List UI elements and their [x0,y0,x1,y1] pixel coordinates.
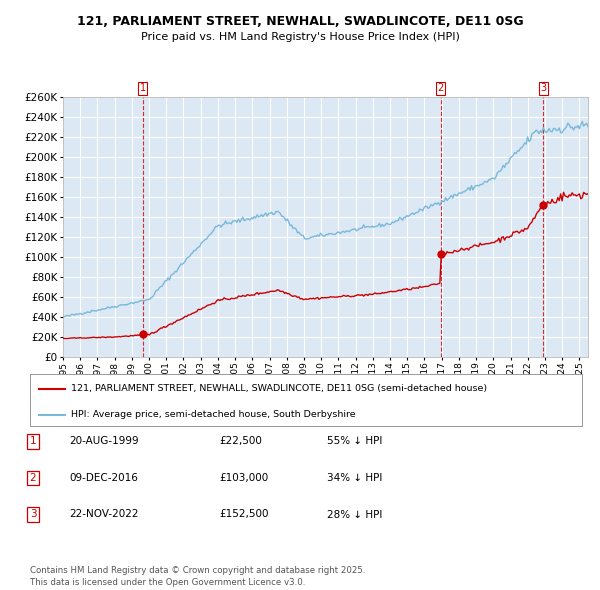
Text: 2: 2 [29,473,37,483]
Text: Contains HM Land Registry data © Crown copyright and database right 2025.
This d: Contains HM Land Registry data © Crown c… [30,566,365,587]
Text: 1: 1 [140,83,146,93]
Text: 121, PARLIAMENT STREET, NEWHALL, SWADLINCOTE, DE11 0SG: 121, PARLIAMENT STREET, NEWHALL, SWADLIN… [77,15,523,28]
Text: 55% ↓ HPI: 55% ↓ HPI [327,437,382,446]
Text: 2: 2 [437,83,444,93]
Text: 3: 3 [540,83,547,93]
Text: 121, PARLIAMENT STREET, NEWHALL, SWADLINCOTE, DE11 0SG (semi-detached house): 121, PARLIAMENT STREET, NEWHALL, SWADLIN… [71,384,488,393]
Text: 34% ↓ HPI: 34% ↓ HPI [327,473,382,483]
Text: 28% ↓ HPI: 28% ↓ HPI [327,510,382,519]
Text: £22,500: £22,500 [219,437,262,446]
Text: £103,000: £103,000 [219,473,268,483]
Text: 09-DEC-2016: 09-DEC-2016 [69,473,138,483]
Text: 20-AUG-1999: 20-AUG-1999 [69,437,139,446]
Text: 3: 3 [29,510,37,519]
Text: Price paid vs. HM Land Registry's House Price Index (HPI): Price paid vs. HM Land Registry's House … [140,32,460,42]
Text: £152,500: £152,500 [219,510,269,519]
Text: HPI: Average price, semi-detached house, South Derbyshire: HPI: Average price, semi-detached house,… [71,410,356,419]
Text: 1: 1 [29,437,37,446]
Text: 22-NOV-2022: 22-NOV-2022 [69,510,139,519]
